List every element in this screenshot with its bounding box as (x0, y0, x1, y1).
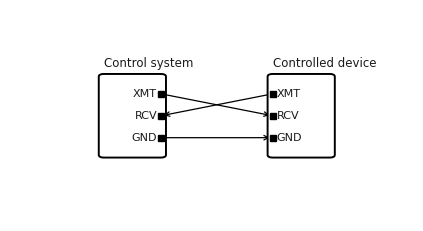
Text: GND: GND (277, 133, 302, 143)
FancyBboxPatch shape (268, 74, 335, 158)
Text: XMT: XMT (277, 89, 300, 99)
Text: RCV: RCV (277, 111, 299, 121)
Text: XMT: XMT (133, 89, 157, 99)
Text: GND: GND (132, 133, 157, 143)
Text: Control system: Control system (104, 57, 193, 70)
Text: Controlled device: Controlled device (272, 57, 376, 70)
FancyBboxPatch shape (99, 74, 166, 158)
Text: RCV: RCV (135, 111, 157, 121)
